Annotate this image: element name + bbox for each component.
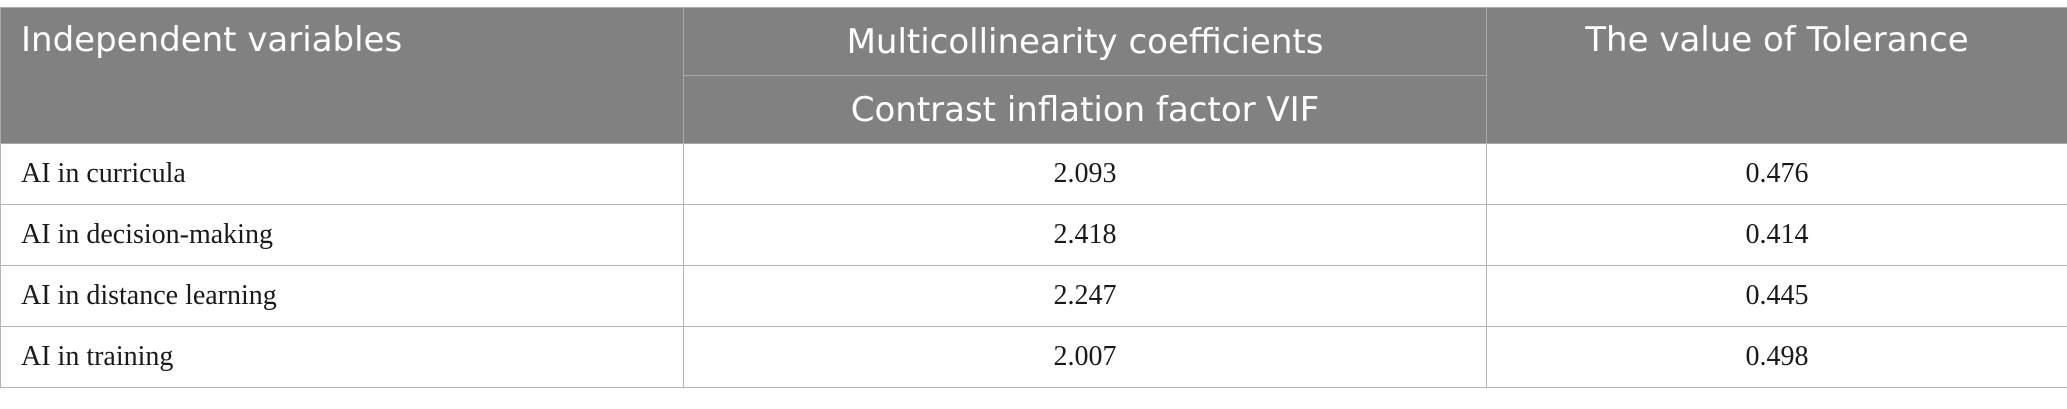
cell-variable: AI in decision-making — [0, 204, 684, 266]
cell-tolerance: 0.414 — [1486, 204, 2067, 266]
header-row-2: Contrast inflation factor VIF — [1, 75, 2067, 144]
cell-variable: AI in curricula — [0, 143, 684, 205]
table-row: AI in decision-making 2.418 0.414 — [0, 204, 2067, 266]
table-row: AI in distance learning 2.247 0.445 — [0, 265, 2067, 327]
header-multicollinearity: Multicollinearity coefficients — [683, 7, 1487, 76]
cell-vif: 2.007 — [683, 326, 1487, 388]
header-row-1: Independent variables Multicollinearity … — [0, 7, 2067, 144]
vif-table: Independent variables Multicollinearity … — [0, 7, 2067, 388]
cell-vif: 2.418 — [683, 204, 1487, 266]
header-tolerance: The value of Tolerance — [1486, 7, 2067, 144]
table-header: Independent variables Multicollinearity … — [0, 7, 2067, 144]
cell-vif: 2.093 — [683, 143, 1487, 205]
table-body: AI in curricula 2.093 0.476 AI in decisi… — [0, 143, 2067, 388]
cell-tolerance: 0.498 — [1486, 326, 2067, 388]
table-row: AI in training 2.007 0.498 — [0, 326, 2067, 388]
cell-variable: AI in training — [0, 326, 684, 388]
cell-variable: AI in distance learning — [0, 265, 684, 327]
cell-tolerance: 0.445 — [1486, 265, 2067, 327]
header-vif: Contrast inflation factor VIF — [683, 75, 1487, 144]
cell-tolerance: 0.476 — [1486, 143, 2067, 205]
cell-vif: 2.247 — [683, 265, 1487, 327]
table-row: AI in curricula 2.093 0.476 — [0, 143, 2067, 205]
header-independent-variables: Independent variables — [0, 7, 684, 144]
